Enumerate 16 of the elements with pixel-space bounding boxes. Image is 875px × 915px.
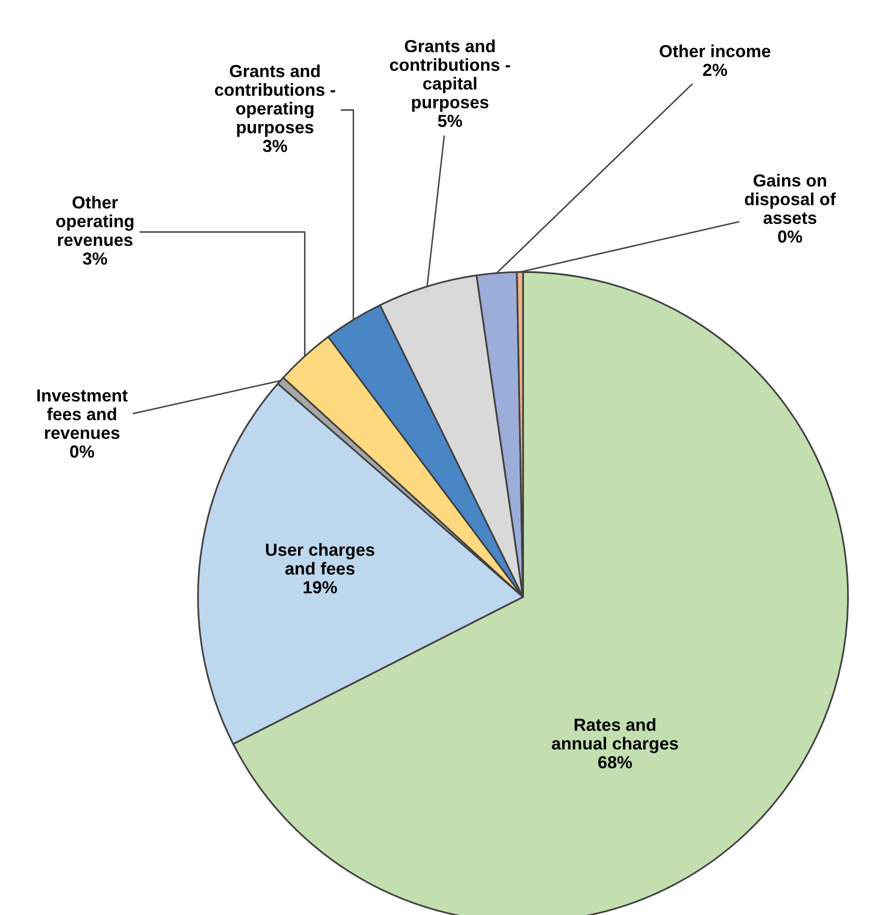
data-label: 3%	[262, 140, 288, 152]
slice-label: User charges and fees	[266, 543, 374, 575]
data-label: 68%	[598, 756, 632, 768]
slice-label: Investment fees and revenues	[37, 389, 128, 440]
data-label: 3%	[82, 252, 108, 265]
data-label: 5%	[438, 114, 462, 128]
data-label: 0%	[70, 445, 94, 458]
slice-label: Grants and contributions - operating purposes	[214, 64, 336, 137]
slice-label: Other income	[660, 44, 770, 58]
slice-label: Other operating revenues	[56, 196, 134, 246]
data-label: 0%	[778, 230, 802, 243]
slice-label: Rates and annual charges	[552, 718, 678, 754]
slice-label: Gains on disposal of assets	[744, 174, 836, 224]
data-label: 2%	[703, 64, 728, 76]
data-label: 19%	[304, 581, 337, 594]
slice-label: Grants and contributions - capital purposes	[390, 40, 510, 112]
